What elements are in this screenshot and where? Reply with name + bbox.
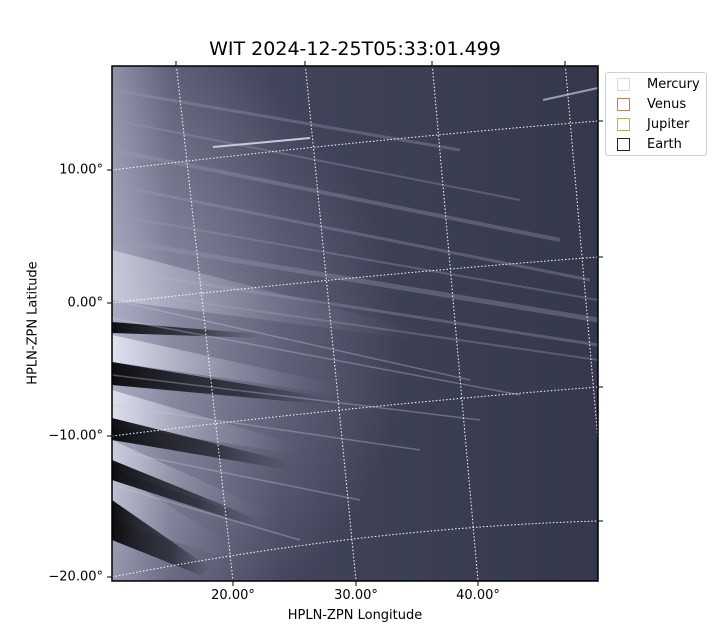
y-tick-label: −20.00° — [48, 569, 103, 585]
coordinate-grid — [112, 66, 598, 581]
legend-swatch — [617, 97, 630, 111]
y-axis-label: HPLN-ZPN Latitude — [25, 261, 41, 385]
legend-swatch — [617, 117, 630, 131]
legend-label: Earth — [647, 136, 682, 152]
y-tick-label: 0.00° — [67, 295, 103, 311]
legend-item-earth: Earth — [617, 136, 682, 152]
figure-title: WIT 2024-12-25T05:33:01.499 — [209, 38, 501, 60]
streak — [212, 137, 311, 148]
legend: Mercury Venus Jupiter Earth — [605, 72, 707, 156]
legend-item-mercury: Mercury — [617, 76, 700, 92]
legend-swatch — [617, 77, 630, 91]
legend-label: Venus — [647, 96, 687, 112]
y-tick-label: 10.00° — [59, 162, 103, 178]
streak — [542, 87, 598, 101]
legend-label: Jupiter — [647, 116, 690, 132]
legend-item-venus: Venus — [617, 96, 686, 112]
legend-label: Mercury — [647, 76, 700, 92]
plot-frame — [111, 65, 599, 582]
y-tick-label: −10.00° — [48, 428, 103, 444]
legend-item-jupiter: Jupiter — [617, 116, 689, 132]
x-tick-label: 30.00° — [334, 588, 378, 603]
x-tick-label: 40.00° — [456, 588, 500, 603]
legend-swatch — [617, 137, 630, 151]
x-tick-label: 20.00° — [211, 588, 255, 603]
x-axis-label: HPLN-ZPN Longitude — [287, 608, 423, 623]
sky-image — [112, 66, 598, 581]
